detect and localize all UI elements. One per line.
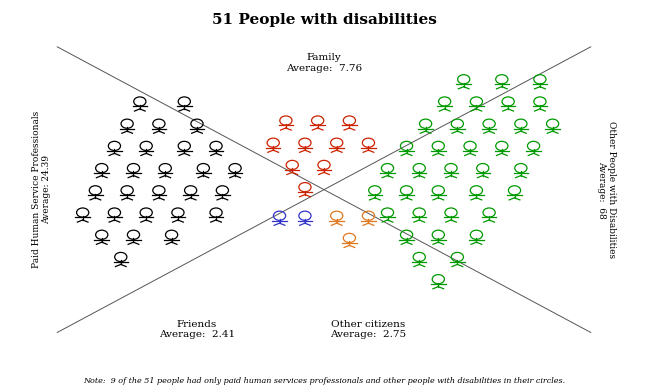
Title: 51 People with disabilities: 51 People with disabilities — [211, 13, 437, 27]
Text: Other citizens
Average:  2.75: Other citizens Average: 2.75 — [330, 320, 406, 339]
Text: Family
Average:  7.76: Family Average: 7.76 — [286, 53, 362, 73]
Text: Friends
Average:  2.41: Friends Average: 2.41 — [159, 320, 235, 339]
Text: Note:  9 of the 51 people had only paid human services professionals and other p: Note: 9 of the 51 people had only paid h… — [83, 377, 565, 385]
Text: Paid Human Service Professionals
Average: 24.39: Paid Human Service Professionals Average… — [32, 111, 51, 268]
Text: Other People with Disabilities
Average:  68: Other People with Disabilities Average: … — [597, 121, 616, 258]
